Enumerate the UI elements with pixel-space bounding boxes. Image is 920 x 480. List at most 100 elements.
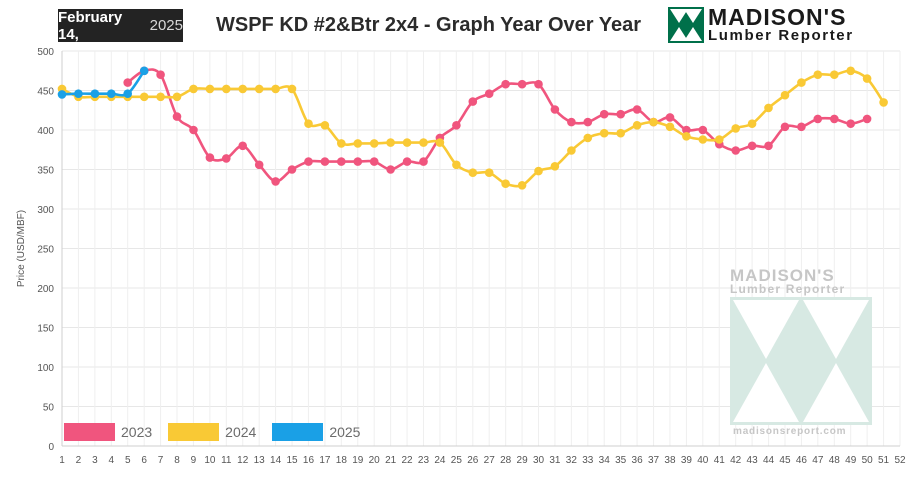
- x-tick-label: 27: [484, 455, 496, 466]
- y-tick-label: 50: [43, 403, 55, 414]
- x-tick-label: 11: [221, 455, 232, 466]
- x-tick-label: 4: [109, 455, 115, 466]
- y-tick-label: 200: [37, 284, 54, 295]
- data-point-2025-wk5: [123, 89, 132, 98]
- data-point-2023-wk40: [698, 125, 708, 135]
- data-point-2023-wk20: [369, 157, 379, 166]
- x-tick-label: 12: [237, 455, 249, 466]
- x-tick-label: 5: [125, 455, 131, 466]
- data-point-2023-wk45: [780, 122, 790, 132]
- data-point-2023-wk11: [222, 154, 231, 163]
- data-point-2024-wk9: [189, 84, 198, 94]
- x-tick-label: 26: [467, 455, 479, 466]
- data-point-2024-wk50: [862, 74, 872, 83]
- data-point-2024-wk20: [369, 139, 379, 148]
- data-point-2024-wk21: [386, 138, 395, 147]
- data-point-2024-wk34: [599, 128, 609, 138]
- logo-subtitle: Lumber Reporter: [708, 27, 854, 44]
- data-point-2024-wk42: [731, 124, 740, 133]
- x-tick-label: 1: [59, 455, 65, 466]
- x-tick-label: 21: [385, 455, 397, 466]
- x-tick-label: 38: [664, 455, 676, 466]
- x-tick-label: 41: [714, 455, 726, 466]
- data-point-2023-wk50: [862, 114, 872, 124]
- data-point-2023-wk35: [616, 109, 625, 119]
- data-point-2024-wk17: [320, 121, 330, 130]
- data-point-2024-wk43: [747, 119, 757, 128]
- x-tick-label: 23: [418, 455, 430, 466]
- madisons-logo: MADISON'S Lumber Reporter: [668, 4, 908, 46]
- data-point-2024-wk29: [517, 181, 527, 190]
- data-point-2023-wk28: [501, 79, 510, 89]
- data-point-2023-wk29: [517, 79, 527, 89]
- x-tick-label: 48: [829, 455, 841, 466]
- data-point-2023-wk46: [797, 122, 806, 132]
- data-point-2023-wk33: [583, 117, 593, 127]
- watermark-logo-icon: [730, 297, 872, 425]
- legend-label-2025: 2025: [329, 424, 361, 440]
- data-point-2023-wk5: [123, 78, 132, 87]
- legend-swatch-2024: [168, 423, 220, 441]
- data-point-2023-wk47: [813, 114, 823, 124]
- data-point-2024-wk13: [254, 84, 264, 94]
- x-tick-label: 30: [533, 455, 545, 466]
- data-point-2023-wk43: [747, 141, 757, 151]
- x-tick-label: 43: [747, 455, 759, 466]
- data-point-2024-wk51: [879, 98, 888, 107]
- chart-legend: 2023 2024 2025: [64, 423, 376, 441]
- x-tick-label: 20: [369, 455, 381, 466]
- series-2025: [57, 66, 149, 99]
- x-tick-label: 6: [141, 455, 147, 466]
- x-tick-label: 22: [401, 455, 413, 466]
- x-tick-label: 49: [845, 455, 857, 466]
- data-point-2024-wk49: [846, 66, 855, 76]
- legend-swatch-2025: [272, 423, 324, 441]
- x-tick-label: 45: [779, 455, 791, 466]
- madisons-logo-icon: [668, 7, 704, 43]
- x-tick-label: 24: [434, 455, 446, 466]
- data-point-2025-wk1: [57, 90, 67, 99]
- data-point-2024-wk12: [238, 84, 247, 94]
- x-tick-label: 9: [191, 455, 197, 466]
- watermark-subtitle: Lumber Reporter: [730, 282, 846, 296]
- x-tick-label: 2: [76, 455, 82, 466]
- data-point-2023-wk32: [567, 117, 576, 127]
- data-point-2024-wk10: [205, 84, 215, 94]
- x-tick-label: 15: [286, 455, 298, 466]
- x-tick-label: 10: [204, 455, 216, 466]
- x-tick-label: 51: [878, 455, 890, 466]
- x-tick-label: 3: [92, 455, 98, 466]
- legend-item-2023[interactable]: 2023: [64, 423, 152, 441]
- data-point-2023-wk44: [764, 141, 773, 151]
- data-point-2025-wk3: [90, 89, 100, 98]
- y-tick-label: 350: [37, 166, 54, 177]
- data-point-2023-wk18: [337, 157, 346, 166]
- x-tick-label: 18: [336, 455, 348, 466]
- data-point-2024-wk26: [468, 168, 478, 177]
- data-point-2023-wk17: [320, 157, 330, 166]
- data-point-2023-wk9: [189, 125, 198, 135]
- y-axis-label: Price (USD/MBF): [16, 210, 27, 287]
- x-tick-label: 35: [615, 455, 627, 466]
- x-tick-label: 40: [697, 455, 709, 466]
- data-point-2024-wk41: [715, 135, 724, 144]
- data-point-2023-wk7: [156, 70, 165, 79]
- y-tick-label: 500: [37, 47, 54, 58]
- x-tick-label: 31: [549, 455, 561, 466]
- x-tick-label: 14: [270, 455, 282, 466]
- legend-item-2024[interactable]: 2024: [168, 423, 256, 441]
- data-point-2024-wk33: [583, 133, 593, 143]
- date-month-day: February 14,: [58, 8, 123, 43]
- legend-item-2025[interactable]: 2025: [272, 423, 360, 441]
- data-point-2024-wk44: [764, 103, 773, 113]
- x-tick-label: 17: [319, 455, 331, 466]
- chart-title: WSPF KD #2&Btr 2x4 - Graph Year Over Yea…: [216, 14, 642, 36]
- x-tick-label: 46: [796, 455, 808, 466]
- data-point-2024-wk35: [616, 128, 625, 138]
- x-tick-label: 37: [648, 455, 660, 466]
- series-line-2023: [126, 68, 868, 183]
- data-point-2024-wk40: [698, 135, 708, 144]
- data-point-2023-wk15: [287, 165, 297, 174]
- data-point-2023-wk48: [830, 114, 839, 124]
